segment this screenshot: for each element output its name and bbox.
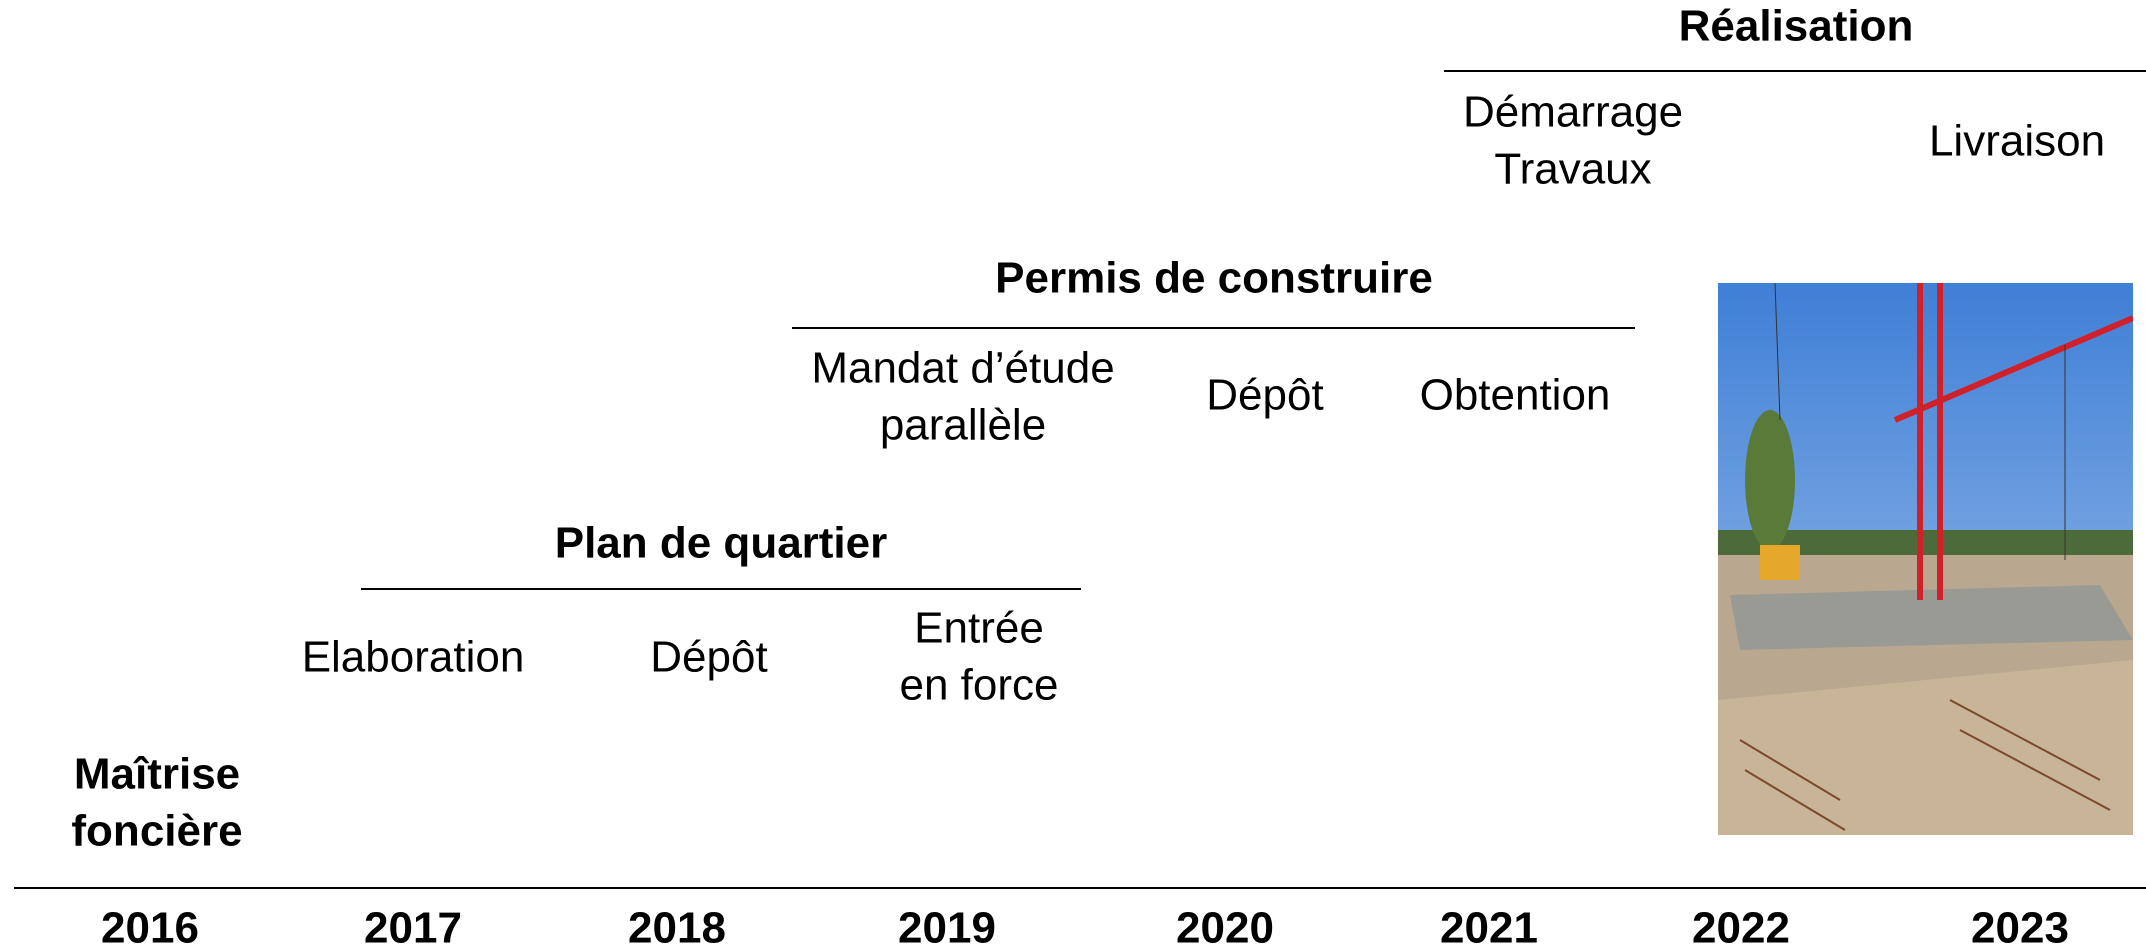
- step: Démarrage: [1463, 88, 1683, 137]
- step: Entrée: [914, 604, 1044, 653]
- step: Obtention: [1420, 371, 1611, 420]
- year: 2021: [1440, 904, 1538, 951]
- year: 2022: [1692, 904, 1790, 951]
- step: Mandat d’étude: [811, 344, 1114, 393]
- timeline: 2016 2017 2018 2019 2020 2021 2022 2023 …: [0, 0, 2146, 951]
- step: en force: [900, 661, 1059, 710]
- year: 2017: [364, 904, 462, 951]
- land-label: foncière: [71, 807, 242, 856]
- land-label: Maîtrise: [74, 750, 240, 799]
- step: Dépôt: [650, 633, 767, 682]
- step: parallèle: [880, 401, 1046, 450]
- phase-title: Réalisation: [1679, 2, 1914, 51]
- phase-title: Plan de quartier: [555, 519, 888, 568]
- construction-photo: [1718, 283, 2133, 835]
- year: 2023: [1971, 904, 2069, 951]
- year: 2019: [898, 904, 996, 951]
- step: Livraison: [1929, 117, 2105, 166]
- step: Elaboration: [302, 633, 525, 682]
- year: 2016: [101, 904, 199, 951]
- step: Travaux: [1494, 145, 1651, 194]
- year: 2018: [628, 904, 726, 951]
- step: Dépôt: [1206, 371, 1323, 420]
- year: 2020: [1176, 904, 1274, 951]
- phase-title: Permis de construire: [995, 254, 1433, 303]
